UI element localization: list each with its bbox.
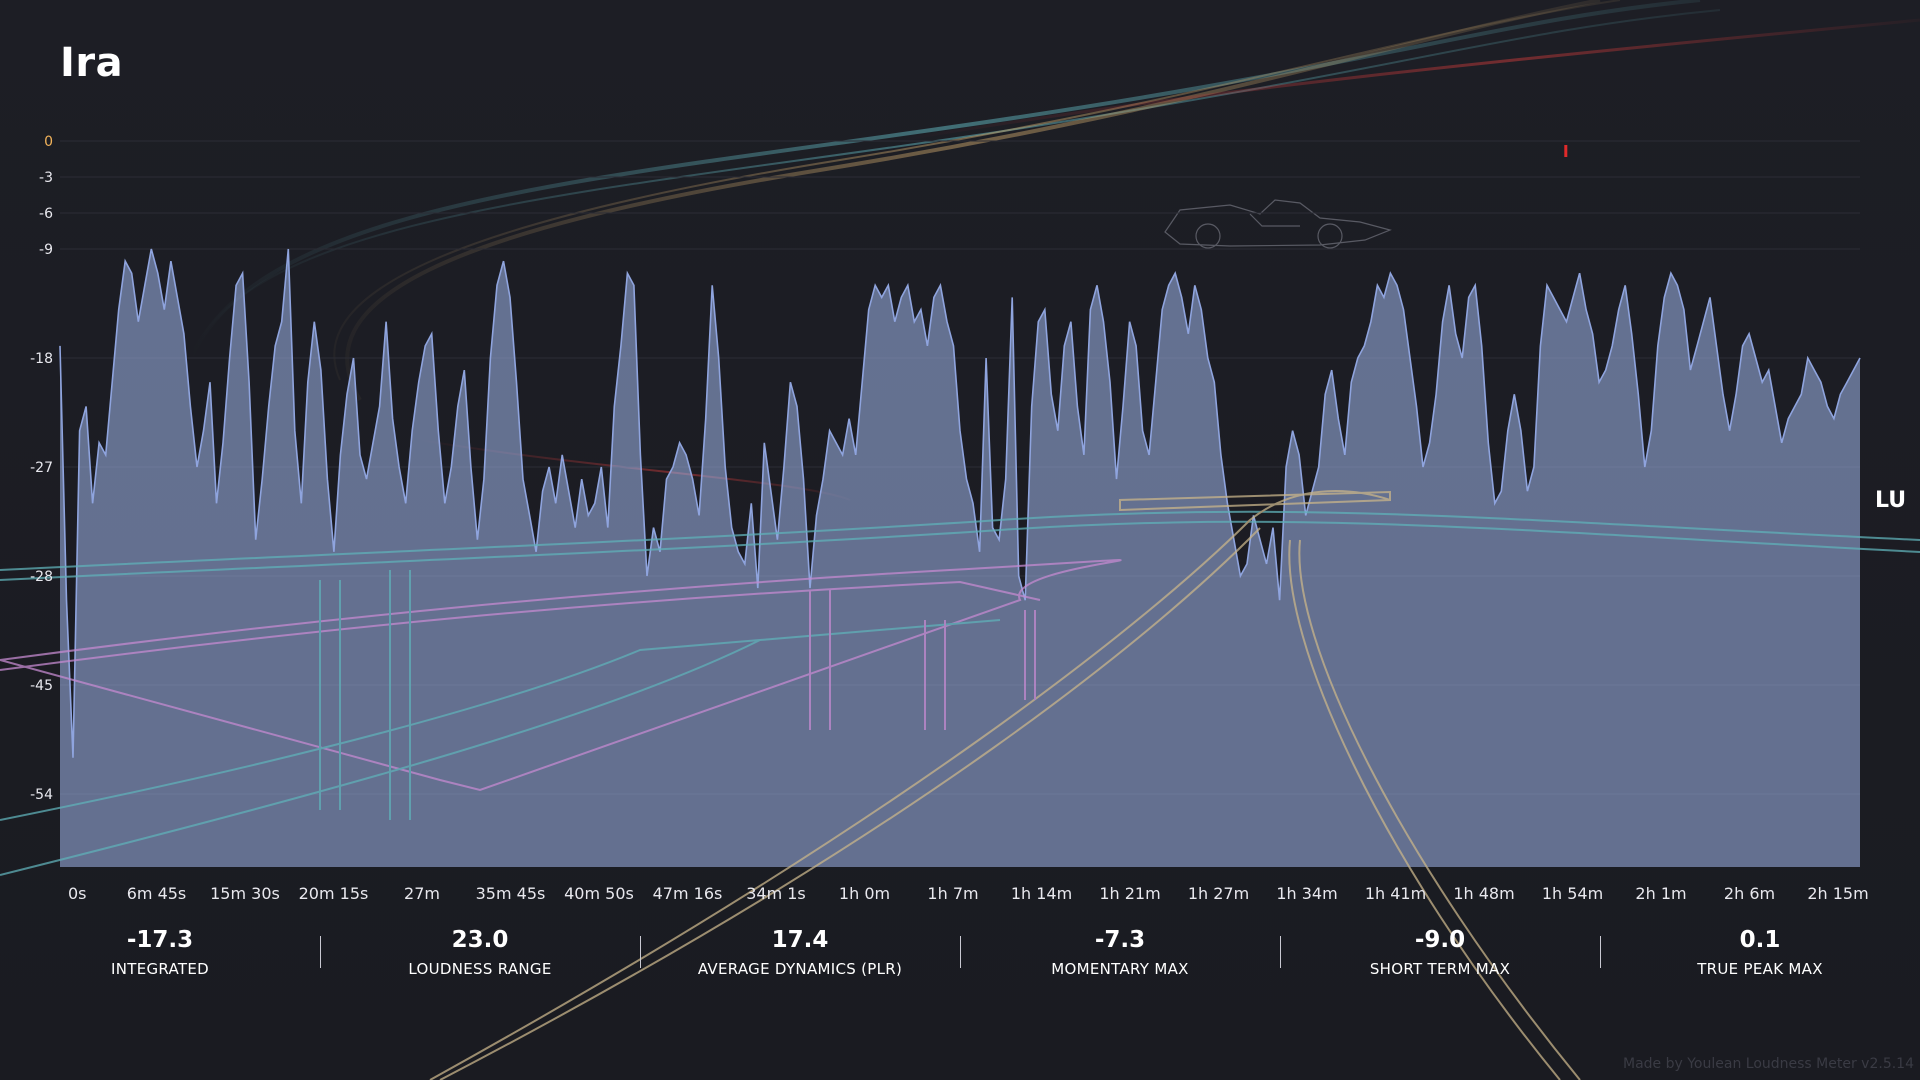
unit-label: LU xyxy=(1875,488,1907,513)
y-tick-label: -54 xyxy=(30,787,53,803)
x-tick-label: 0s xyxy=(68,884,87,903)
stat-momentary-max: -7.3 MOMENTARY MAX xyxy=(980,922,1260,980)
page-title: Ira xyxy=(60,40,124,86)
x-tick-label: 6m 45s xyxy=(127,884,187,903)
x-tick-label: 1h 7m xyxy=(927,884,978,903)
x-tick-label: 27m xyxy=(404,884,440,903)
x-axis-ticks: 0s 6m 45s 15m 30s 20m 15s 27m 35m 45s 40m 50s 4… xyxy=(68,884,1869,903)
x-tick-label: 20m 15s xyxy=(299,884,369,903)
stat-label: INTEGRATED xyxy=(110,960,209,978)
y-tick-label: -18 xyxy=(30,351,53,367)
x-tick-label: 1h 21m xyxy=(1099,884,1160,903)
loudness-area-fill xyxy=(60,249,1860,867)
x-tick-label: 15m 30s xyxy=(210,884,280,903)
stat-value: 0.1 xyxy=(1739,927,1781,953)
stat-label: LOUDNESS RANGE xyxy=(408,960,552,978)
x-tick-label: 2h 1m xyxy=(1635,884,1686,903)
stat-integrated: -17.3 INTEGRATED xyxy=(20,922,300,980)
y-tick-label: -9 xyxy=(39,242,53,258)
short-term-loudness-line xyxy=(59,248,1861,758)
stat-label: TRUE PEAK MAX xyxy=(1697,960,1823,978)
y-tick-label: 0 xyxy=(44,134,53,150)
stat-label: AVERAGE DYNAMICS (PLR) xyxy=(697,960,903,978)
stat-value: 23.0 xyxy=(451,927,509,953)
stat-average-dynamics: 17.4 AVERAGE DYNAMICS (PLR) xyxy=(660,922,940,980)
race-car-art xyxy=(1164,199,1392,249)
stat-value: -17.3 xyxy=(126,927,194,953)
stat-divider xyxy=(1600,936,1601,968)
x-tick-label: 1h 48m xyxy=(1453,884,1514,903)
x-tick-label: 1h 27m xyxy=(1188,884,1249,903)
credit-text: Made by Youlean Loudness Meter v2.5.14 xyxy=(1623,1056,1914,1072)
stat-divider xyxy=(320,936,321,968)
stats-bar: -17.3 INTEGRATED 23.0 LOUDNESS RANGE 17.… xyxy=(0,922,1920,1012)
y-tick-label: -27 xyxy=(30,460,53,476)
loudness-area xyxy=(59,248,1861,867)
y-tick-label: -28 xyxy=(30,569,53,585)
stat-label: SHORT TERM MAX xyxy=(1369,960,1511,978)
y-tick-label: -6 xyxy=(39,206,53,222)
stat-divider xyxy=(1280,936,1281,968)
x-tick-label: 47m 16s xyxy=(653,884,723,903)
x-tick-label: 1h 41m xyxy=(1365,884,1426,903)
x-tick-label: 2h 15m xyxy=(1807,884,1868,903)
x-tick-label: 34m 1s xyxy=(746,884,806,903)
y-axis-ticks: 0 -3 -6 -9 -18 -27 -28 -45 -54 xyxy=(30,134,53,803)
stat-value: -9.0 xyxy=(1414,927,1466,953)
x-tick-label: 1h 34m xyxy=(1276,884,1337,903)
stat-short-term-max: -9.0 SHORT TERM MAX xyxy=(1300,922,1580,980)
stat-label: MOMENTARY MAX xyxy=(1051,960,1189,978)
true-peak-marker xyxy=(1564,145,1568,157)
y-tick-label: -45 xyxy=(30,678,53,694)
x-tick-label: 1h 0m xyxy=(839,884,890,903)
x-tick-label: 2h 6m xyxy=(1724,884,1775,903)
highway-interchange-art xyxy=(0,490,1920,1080)
x-tick-label: 1h 14m xyxy=(1011,884,1072,903)
x-tick-label: 35m 45s xyxy=(476,884,546,903)
stat-loudness-range: 23.0 LOUDNESS RANGE xyxy=(340,922,620,980)
stat-true-peak-max: 0.1 TRUE PEAK MAX xyxy=(1620,922,1900,980)
stat-divider xyxy=(640,936,641,968)
stat-value: -7.3 xyxy=(1094,927,1146,953)
stat-divider xyxy=(960,936,961,968)
y-tick-label: -3 xyxy=(39,170,53,186)
x-tick-label: 40m 50s xyxy=(564,884,634,903)
x-tick-label: 1h 54m xyxy=(1542,884,1603,903)
stat-value: 17.4 xyxy=(771,927,829,953)
